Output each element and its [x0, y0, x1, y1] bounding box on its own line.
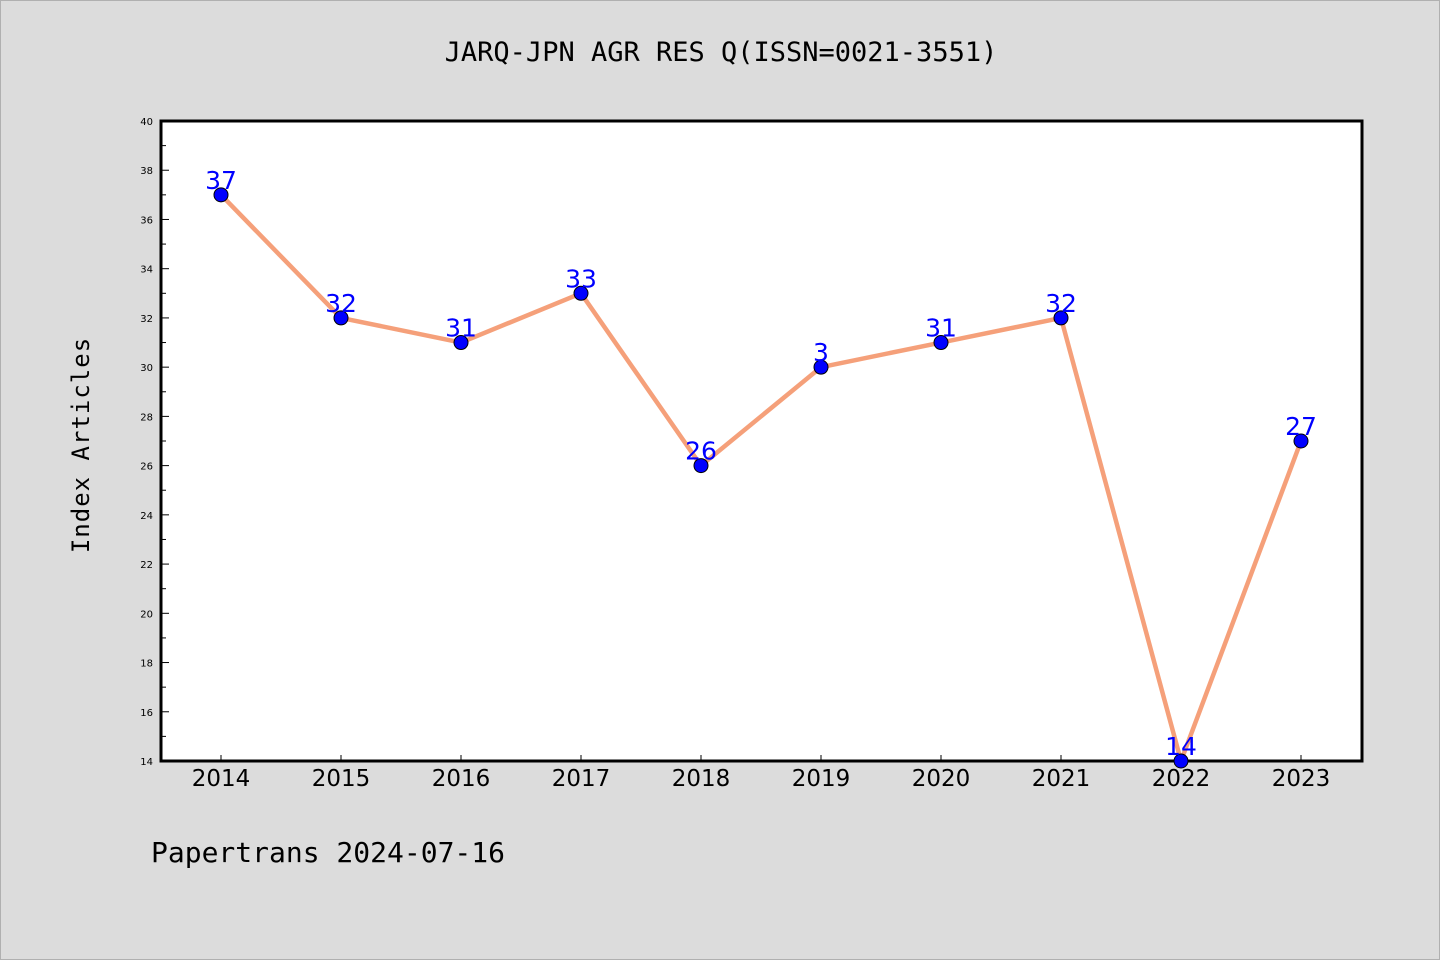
- y-tick-label: 26: [140, 462, 153, 473]
- y-tick-label: 22: [140, 560, 153, 571]
- x-tick-label: 2014: [192, 766, 251, 792]
- y-tick-label: 20: [140, 609, 153, 620]
- y-tick-label: 34: [140, 265, 153, 276]
- y-tick-label: 32: [140, 314, 153, 325]
- data-point: [813, 359, 829, 375]
- y-tick-label: 28: [140, 412, 153, 423]
- x-tick-label: 2015: [312, 766, 371, 792]
- data-point: [693, 458, 709, 474]
- plot-area: [159, 119, 1364, 763]
- footer-text: Papertrans 2024-07-16: [151, 836, 506, 869]
- x-tick-label: 2022: [1152, 766, 1211, 792]
- data-label: 32: [1045, 289, 1077, 318]
- data-point: [453, 335, 469, 351]
- data-point: [213, 187, 229, 203]
- data-point: [1293, 433, 1309, 449]
- x-tick-label: 2019: [792, 766, 851, 792]
- y-tick-label: 24: [140, 511, 153, 522]
- data-label: 31: [445, 314, 477, 343]
- x-tick-label: 2017: [552, 766, 611, 792]
- y-tick-label: 14: [140, 757, 153, 768]
- data-label: 33: [565, 264, 597, 293]
- x-axis: 2014 2015 2016 2017 2018 2019 2020 2021 2022 2023: [192, 755, 1331, 792]
- data-point: [933, 335, 949, 351]
- data-labels: 37 32 31 33 26 3 31 32 14 27: [205, 166, 1317, 761]
- x-tick-label: 2020: [912, 766, 971, 792]
- x-tick-label: 2018: [672, 766, 731, 792]
- y-tick-label: 18: [140, 659, 153, 670]
- y-tick-label: 40: [140, 117, 153, 128]
- data-point: [573, 285, 589, 301]
- data-point: [333, 310, 349, 326]
- data-label: 3: [813, 338, 829, 367]
- x-tick-label: 2023: [1272, 766, 1331, 792]
- data-label: 26: [685, 437, 717, 466]
- series-markers: [213, 187, 1309, 769]
- data-label: 14: [1165, 732, 1197, 761]
- x-tick-label: 2021: [1032, 766, 1091, 792]
- y-tick-label: 16: [140, 708, 153, 719]
- y-axis: 14 16 18 20 22 24 26 28 30 32 34 36 38 40: [140, 117, 169, 768]
- data-label: 32: [325, 289, 357, 318]
- data-point: [1173, 753, 1189, 769]
- data-label: 31: [925, 314, 957, 343]
- series-line: [218, 192, 1304, 764]
- data-label: 27: [1285, 412, 1317, 441]
- x-tick-label: 2016: [432, 766, 491, 792]
- y-tick-label: 38: [140, 166, 153, 177]
- chart-title: JARQ-JPN AGR RES Q(ISSN=0021-3551): [444, 37, 998, 68]
- y-tick-label: 36: [140, 215, 153, 226]
- data-point: [1053, 310, 1069, 326]
- data-label: 37: [205, 166, 237, 195]
- y-tick-label: 30: [140, 363, 153, 374]
